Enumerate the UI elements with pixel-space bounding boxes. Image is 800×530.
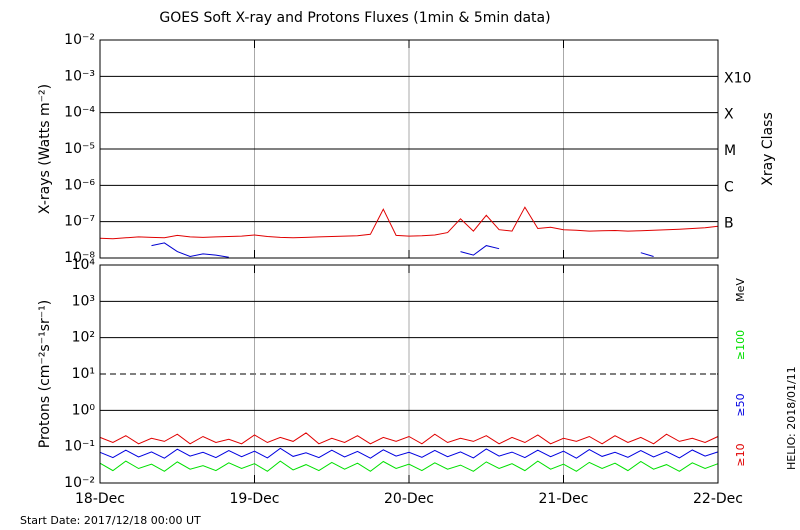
start-date: Start Date: 2017/12/18 00:00 UT bbox=[20, 514, 201, 527]
chart-title: GOES Soft X-ray and Protons Fluxes (1min… bbox=[159, 10, 550, 26]
y-tick-label: 10⁻² bbox=[64, 32, 95, 48]
class-label: M bbox=[724, 143, 736, 159]
y-tick-label: 10⁻² bbox=[64, 475, 95, 491]
y-tick-label: 10⁴ bbox=[72, 257, 96, 273]
y-tick-label: 10⁰ bbox=[72, 402, 96, 418]
data-line bbox=[99, 206, 719, 240]
x-tick-label: 18-Dec bbox=[75, 491, 125, 507]
data-line bbox=[99, 460, 719, 472]
y-tick-label: 10⁻¹ bbox=[64, 439, 95, 455]
threshold-mask bbox=[101, 373, 717, 375]
x-tick-label: 20-Dec bbox=[384, 491, 434, 507]
units-label: MeV bbox=[734, 278, 747, 302]
legend-label: ≥50 bbox=[734, 393, 747, 416]
y-axis-label: Protons (cm⁻²s⁻¹sr⁻¹) bbox=[37, 300, 53, 449]
y-tick-label: 10⁻⁵ bbox=[64, 141, 95, 157]
y-tick-label: 10² bbox=[72, 330, 95, 346]
y-tick-label: 10⁻⁸ bbox=[64, 250, 95, 266]
x-tick-label: 19-Dec bbox=[230, 491, 280, 507]
y-tick-label: 10⁻³ bbox=[64, 68, 95, 84]
y-axis-label: X-rays (Watts m⁻²) bbox=[37, 84, 53, 214]
legend-label: ≥10 bbox=[734, 443, 747, 466]
data-line bbox=[99, 432, 719, 445]
class-label: B bbox=[724, 216, 734, 232]
y-tick-label: 10¹ bbox=[72, 366, 95, 382]
data-line bbox=[151, 242, 654, 258]
plot-frame bbox=[99, 264, 719, 484]
y-tick-label: 10⁻⁶ bbox=[64, 177, 95, 193]
x-tick-label: 21-Dec bbox=[539, 491, 589, 507]
y-tick-label: 10³ bbox=[72, 293, 95, 309]
x-tick-label: 22-Dec bbox=[693, 491, 743, 507]
plot-frame bbox=[99, 39, 719, 259]
class-label: C bbox=[724, 179, 734, 195]
credit: HELIO: 2018/01/11 bbox=[785, 366, 798, 470]
legend-label: ≥100 bbox=[734, 330, 747, 360]
y-tick-label: 10⁻⁷ bbox=[64, 214, 95, 230]
class-label: X bbox=[724, 107, 734, 123]
data-line bbox=[99, 447, 719, 459]
right-axis-label: Xray Class bbox=[760, 112, 776, 186]
y-tick-label: 10⁻⁴ bbox=[64, 105, 95, 121]
class-label: X10 bbox=[724, 70, 751, 86]
